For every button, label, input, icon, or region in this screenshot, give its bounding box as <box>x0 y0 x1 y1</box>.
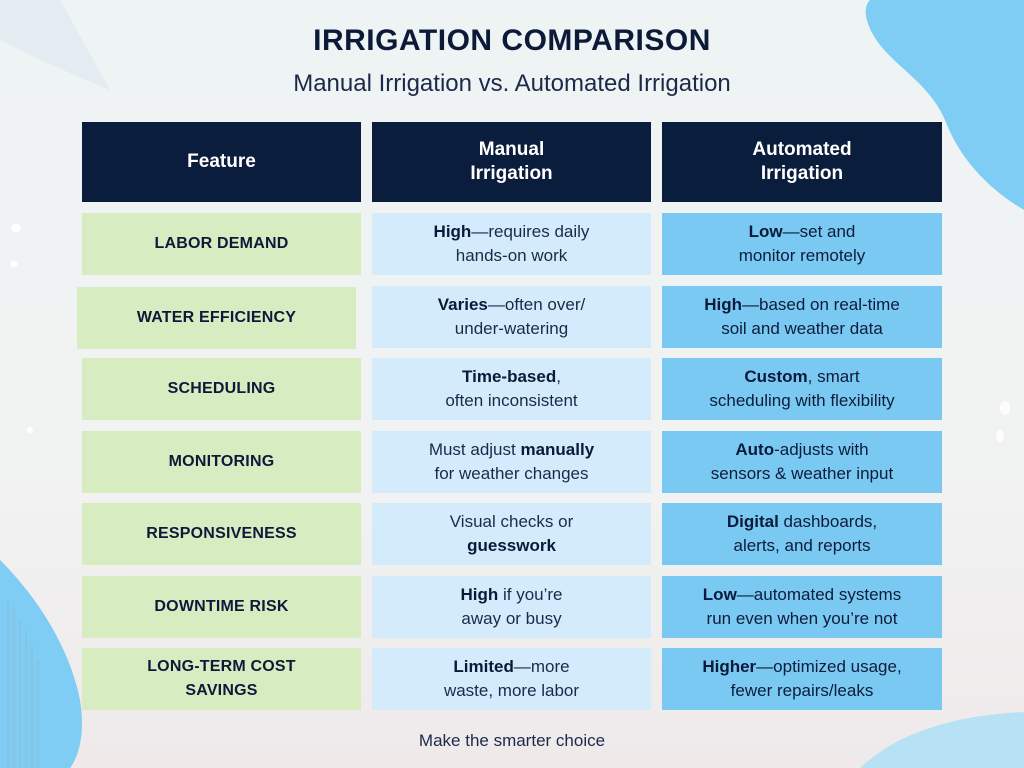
manual-cell-downtime-risk: High if you’re away or busy <box>372 576 651 638</box>
automated-cell-water-efficiency: High—based on real-time soil and weather … <box>662 286 942 348</box>
manual-cell-responsiveness: Visual checks or guesswork <box>372 503 651 565</box>
automated-cell-long-term-cost-savings: Higher—optimized usage, fewer repairs/lea… <box>662 648 942 710</box>
manual-cell-scheduling: Time-based, often inconsistent <box>372 358 651 420</box>
manual-cell-monitoring: Must adjust manually for weather changes <box>372 431 651 493</box>
manual-cell-long-term-cost-savings: Limited—more waste, more labor <box>372 648 651 710</box>
automated-cell-labor-demand: Low—set and monitor remotely <box>662 213 942 275</box>
column-header-manual-line2: Irrigation <box>470 163 553 184</box>
feature-cell-long-term-cost-savings: LONG-TERM COST SAVINGS <box>82 648 361 710</box>
automated-cell-responsiveness: Digital dashboards, alerts, and reports <box>662 503 942 565</box>
automated-cell-monitoring: Auto-adjusts with sensors & weather input <box>662 431 942 493</box>
column-header-manual-line1: Manual <box>478 139 545 160</box>
bottom-right-light-blob <box>860 712 1024 768</box>
automated-cell-downtime-risk: Low—automated systems run even when you’r… <box>662 576 942 638</box>
feature-cell-downtime-risk: DOWNTIME RISK <box>82 576 361 638</box>
column-header-automated-line1: Automated <box>752 139 852 160</box>
column-header-manual: Manual Irrigation <box>372 122 651 202</box>
left-droplets <box>10 224 33 433</box>
manual-cell-labor-demand: High—requires daily hands-on work <box>372 213 651 275</box>
column-header-automated-line2: Irrigation <box>760 163 844 184</box>
top-right-blue-blob <box>865 0 1024 210</box>
feature-cell-labor-demand: LABOR DEMAND <box>82 213 361 275</box>
column-header-automated: Automated Irrigation <box>662 122 942 202</box>
manual-cell-water-efficiency: Varies—often over/under-watering <box>372 286 651 348</box>
automated-cell-scheduling: Custom, smart scheduling with flexibility <box>662 358 942 420</box>
footer-tagline: Make the smarter choice <box>418 731 606 750</box>
feature-cell-responsiveness: RESPONSIVENESS <box>82 503 361 565</box>
page-title: IRRIGATION COMPARISON <box>313 24 711 57</box>
feature-cell-water-efficiency: WATER EFFICIENCY <box>77 287 356 349</box>
feature-cell-scheduling: SCHEDULING <box>82 358 361 420</box>
top-left-glass-shape <box>0 0 110 90</box>
feature-cell-monitoring: MONITORING <box>82 431 361 493</box>
vertical-lines-texture <box>7 600 39 768</box>
page-subtitle: Manual Irrigation vs. Automated Irrigati… <box>293 70 731 97</box>
column-header-feature-label: Feature <box>187 151 256 172</box>
column-header-feature: Feature <box>82 122 361 202</box>
right-droplets <box>996 401 1010 442</box>
